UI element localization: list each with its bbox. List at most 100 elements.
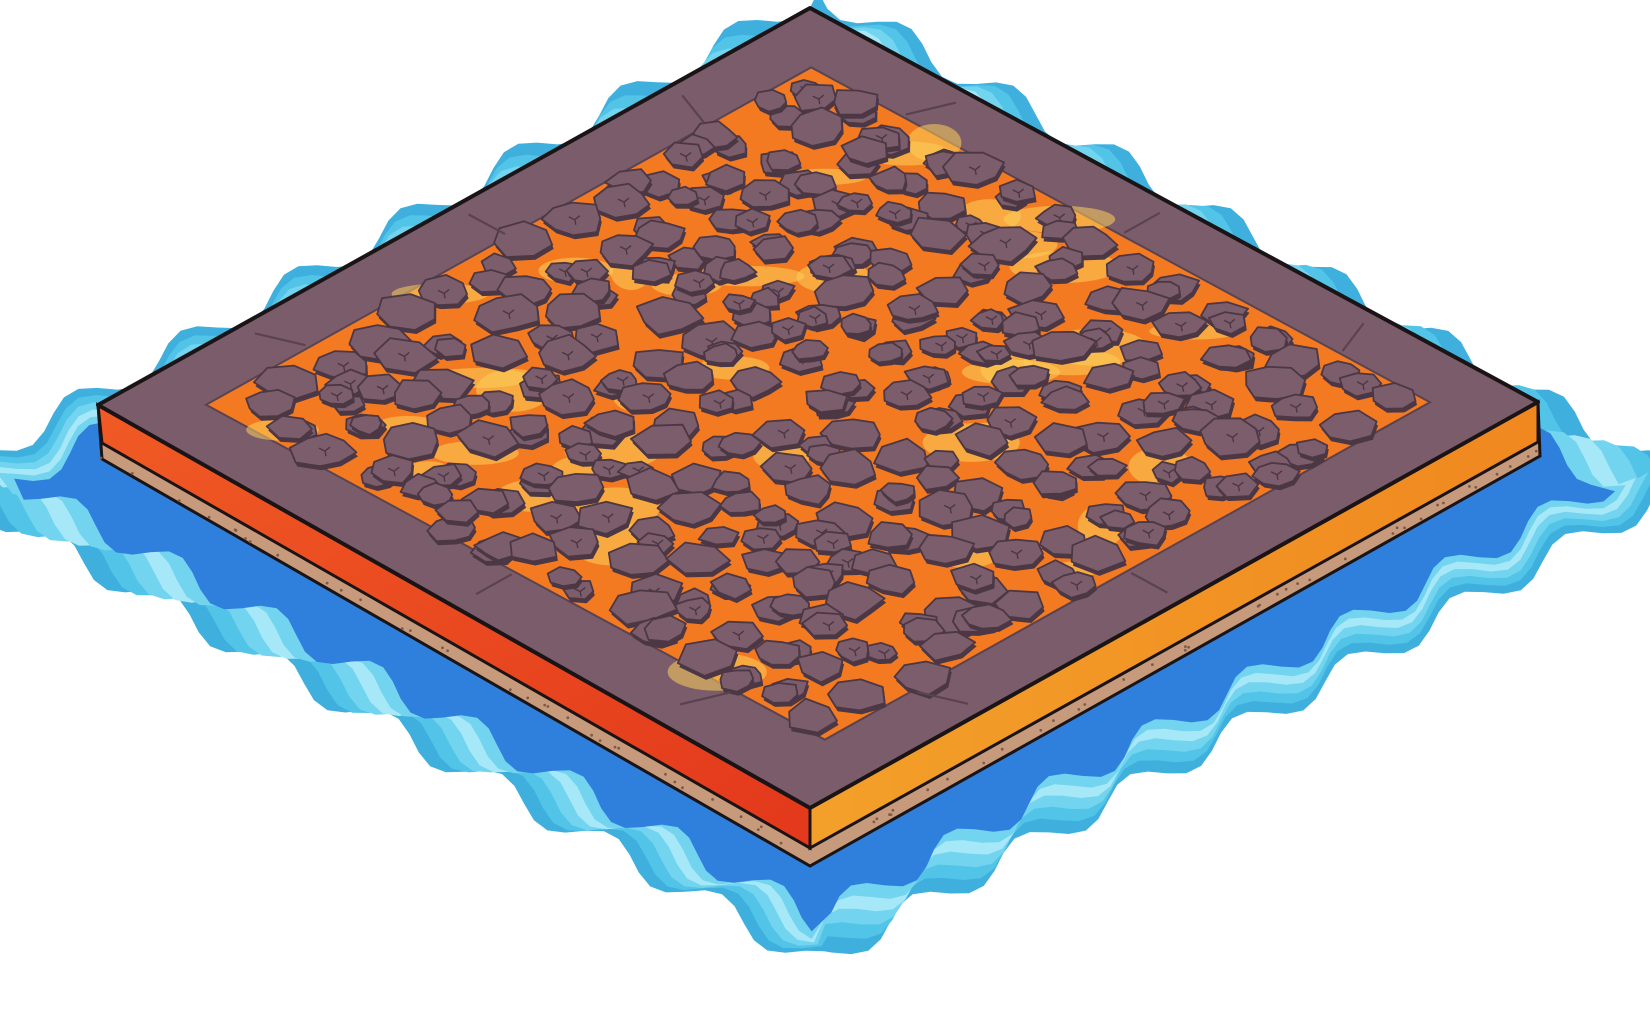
rock-crack bbox=[590, 332, 603, 343]
rock-cobble bbox=[643, 614, 687, 643]
rim-seam bbox=[679, 691, 731, 706]
rock-cobble bbox=[617, 382, 672, 412]
rock-cobble bbox=[416, 481, 454, 507]
rock-crack bbox=[943, 503, 956, 514]
rock-crack bbox=[758, 190, 771, 201]
rock-cobble bbox=[1173, 455, 1212, 482]
rock-cobble bbox=[886, 293, 940, 321]
rock-cobble bbox=[546, 566, 583, 587]
rock-crack bbox=[550, 513, 563, 524]
rock-crack bbox=[537, 471, 550, 482]
rock-cobble bbox=[719, 490, 761, 514]
rock-cobble bbox=[879, 482, 916, 504]
rock-crack bbox=[1126, 265, 1139, 275]
rock-crack bbox=[1142, 528, 1155, 539]
rock-crack bbox=[956, 333, 968, 344]
rock-crack bbox=[580, 267, 593, 278]
rock-crack bbox=[1223, 318, 1236, 329]
rock-cobble bbox=[840, 312, 872, 335]
rock-crack bbox=[698, 195, 710, 206]
rock-crack bbox=[713, 398, 726, 409]
rock-cobble bbox=[734, 207, 771, 234]
rock-crack bbox=[601, 513, 614, 523]
rock-crack bbox=[878, 648, 890, 659]
rock-crack bbox=[1157, 399, 1170, 410]
rock-cobble bbox=[998, 178, 1036, 203]
rock-crack bbox=[900, 390, 913, 401]
rock-crack bbox=[562, 393, 575, 403]
rock-cobble bbox=[791, 339, 829, 360]
rock-crack bbox=[1070, 580, 1083, 591]
rock-cobble bbox=[697, 526, 740, 546]
rock-crack bbox=[733, 299, 745, 310]
rock-crack bbox=[1097, 432, 1109, 442]
rock-cobble bbox=[394, 379, 443, 411]
rock-cobble bbox=[918, 630, 977, 662]
rock-cobble bbox=[954, 422, 1009, 458]
rock-crack bbox=[985, 315, 998, 325]
rock-cobble bbox=[813, 530, 852, 554]
rock-cobble bbox=[993, 589, 1044, 620]
rock-cobble bbox=[577, 500, 634, 535]
rock-cobble bbox=[1050, 571, 1097, 599]
rock-crack bbox=[642, 393, 655, 403]
rock-crack bbox=[978, 261, 990, 272]
rock-crack bbox=[398, 351, 410, 362]
rock-crack bbox=[535, 374, 548, 385]
rock-crack bbox=[1139, 491, 1152, 501]
rock-cobble bbox=[417, 274, 468, 306]
rock-cobble bbox=[245, 389, 296, 418]
rock-crack bbox=[1162, 468, 1175, 479]
rock-cobble bbox=[1061, 225, 1119, 258]
rock-crack bbox=[1226, 432, 1239, 443]
rock-cobble bbox=[382, 422, 439, 461]
rock-crack bbox=[784, 464, 797, 474]
rock-cobble bbox=[1032, 470, 1078, 496]
rock-cobble bbox=[833, 89, 879, 116]
rock-cobble bbox=[740, 527, 783, 551]
rock-cobble bbox=[835, 637, 869, 664]
rock-crack bbox=[437, 472, 450, 482]
rock-cobble bbox=[717, 431, 763, 457]
rock-cobble bbox=[349, 414, 383, 436]
rock-cobble bbox=[719, 669, 755, 693]
rock-cobble bbox=[1083, 362, 1135, 391]
rock-cobble bbox=[470, 333, 529, 370]
rock-cobble bbox=[376, 293, 436, 331]
rock-cobble bbox=[1135, 426, 1193, 458]
rock-crack bbox=[977, 392, 990, 402]
rock-cobble bbox=[792, 566, 836, 599]
rock-crack bbox=[1174, 321, 1187, 332]
rock-cobble bbox=[918, 533, 975, 565]
rock-crack bbox=[1010, 549, 1023, 560]
rim-seam bbox=[917, 690, 969, 705]
rock-crack bbox=[990, 349, 1003, 360]
rock-cobble bbox=[867, 521, 913, 549]
rock-cobble bbox=[739, 179, 790, 208]
rock-cobble bbox=[666, 185, 699, 206]
rock-cobble bbox=[1003, 506, 1033, 529]
rock-crack bbox=[1034, 310, 1047, 321]
rock-crack bbox=[888, 209, 901, 220]
rock-cobble bbox=[1034, 257, 1079, 282]
rock-cobble bbox=[719, 258, 758, 282]
rock-crack bbox=[579, 450, 591, 461]
rock-cobble bbox=[1073, 421, 1131, 454]
rock-cobble bbox=[919, 335, 956, 356]
rock-cobble bbox=[865, 563, 916, 595]
rock-crack bbox=[616, 376, 629, 386]
rock-cobble bbox=[867, 165, 907, 192]
rock-cobble bbox=[635, 296, 705, 336]
rock-crack bbox=[757, 534, 769, 544]
rock-cobble bbox=[631, 259, 672, 284]
rock-cobble bbox=[545, 292, 601, 330]
rock-cobble bbox=[916, 464, 961, 491]
rock-cobble bbox=[676, 638, 738, 677]
rock-cobble bbox=[769, 593, 810, 617]
rock-cobble bbox=[540, 201, 602, 237]
rock-cobble bbox=[805, 389, 849, 414]
rim-seam bbox=[475, 573, 513, 596]
rock-cobble bbox=[1249, 326, 1288, 353]
rock-cobble bbox=[1008, 364, 1050, 387]
rock-cobble bbox=[493, 220, 554, 258]
